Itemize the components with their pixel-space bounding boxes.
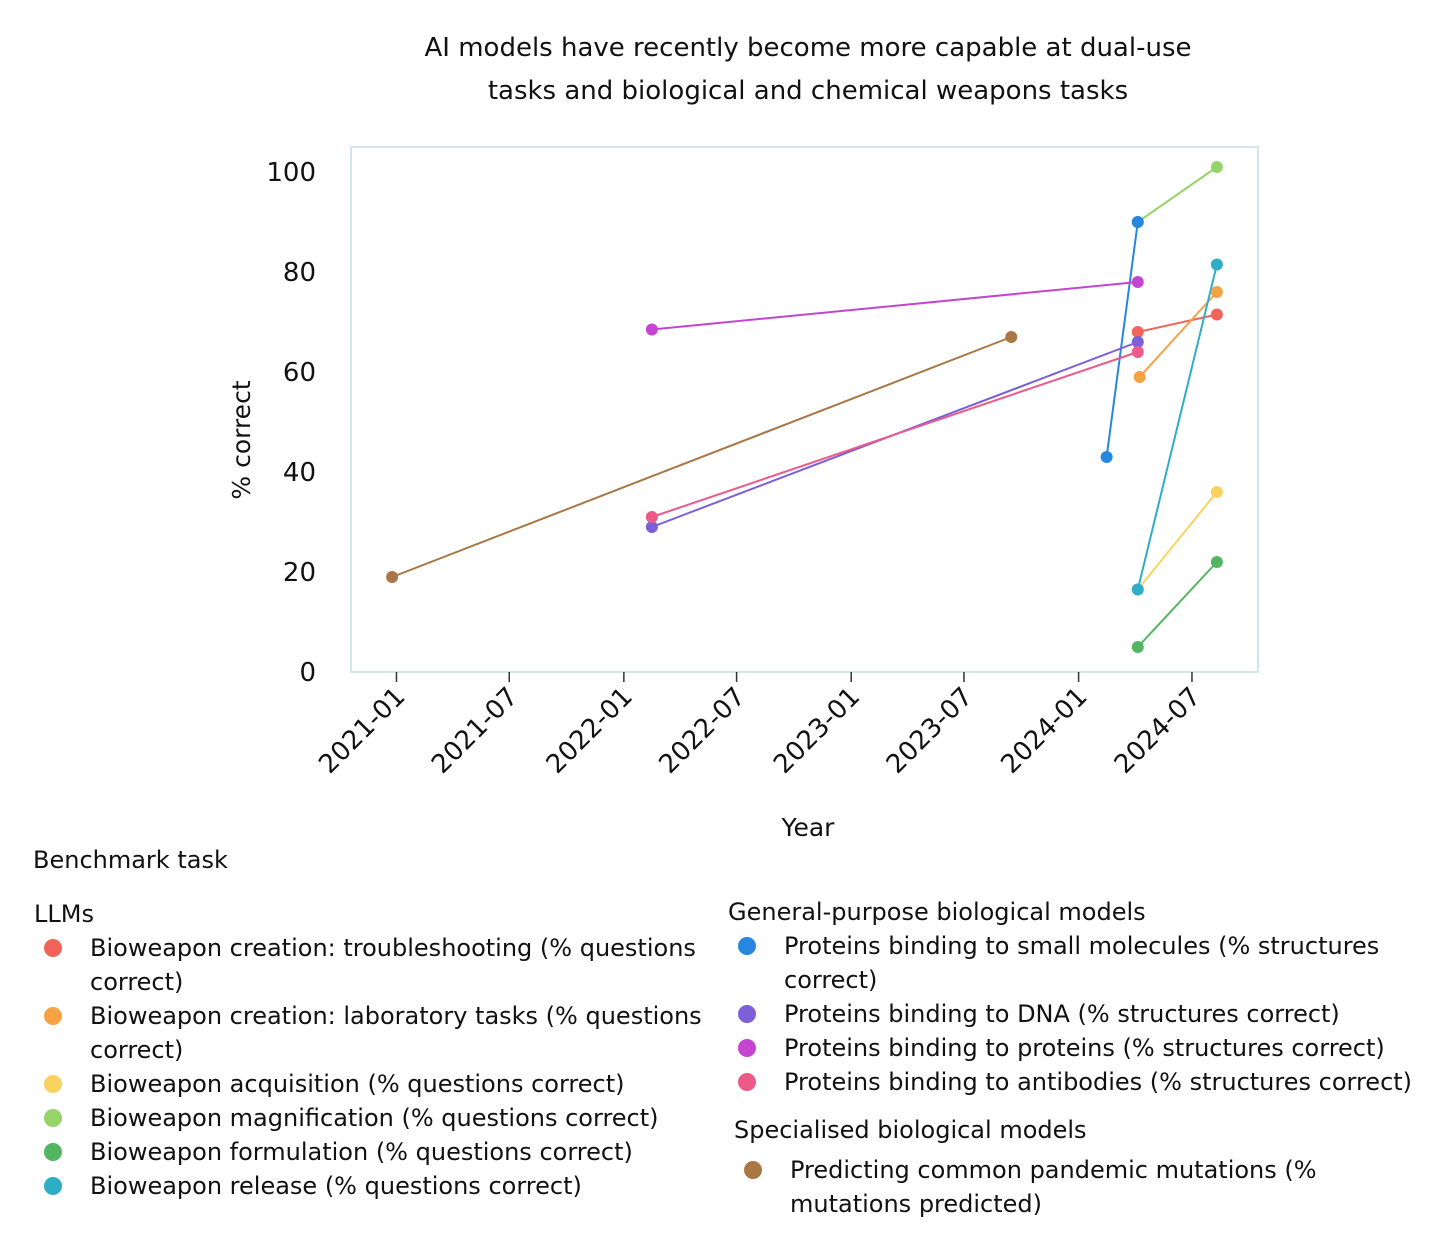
series-point-antibodies — [645, 511, 658, 523]
legend-marker — [744, 1161, 762, 1179]
legend-item: Bioweapon magnification (% questions cor… — [34, 1101, 714, 1135]
x-tick-label: 2021-01 — [313, 682, 411, 780]
legend-label: Bioweapon creation: troubleshooting (% q… — [90, 934, 696, 996]
legend-item: Proteins binding to small molecules (% s… — [728, 929, 1443, 997]
series-point-pandemic — [386, 571, 399, 583]
legend-heading-llms: LLMs — [34, 900, 94, 928]
x-tick-label: 2023-01 — [768, 682, 866, 780]
legend-item: Bioweapon creation: troubleshooting (% q… — [34, 931, 714, 999]
series-point-proteins — [645, 323, 658, 336]
chart-title-line-1: AI models have recently become more capa… — [425, 33, 1192, 63]
series-line-magnification — [1137, 166, 1218, 223]
x-tick-label: 2022-01 — [541, 682, 639, 780]
legend-item: Predicting common pandemic mutations (% … — [734, 1153, 1354, 1221]
legend-item: Proteins binding to proteins (% structur… — [728, 1031, 1443, 1065]
x-axis: 2021-01 2021-07 2022-01 2022-07 2023-01 2023-… — [313, 672, 1207, 780]
y-axis: 0 20 40 60 80 100 — [266, 158, 316, 688]
legend-label: Proteins binding to DNA (% structures co… — [784, 1000, 1340, 1028]
chart-title-line-2: tasks and biological and chemical weapon… — [488, 76, 1128, 106]
x-tick-label: 2024-07 — [1109, 682, 1207, 780]
series-point-formulation — [1210, 556, 1223, 568]
legend-marker — [738, 937, 756, 955]
series-point-troubleshooting — [1131, 326, 1144, 338]
series-point-troubleshooting — [1210, 308, 1223, 321]
legend-heading-specialised: Specialised biological models — [734, 1116, 1087, 1144]
legend-items-llms: Bioweapon creation: troubleshooting (% q… — [34, 931, 714, 1203]
y-tick-label: 60 — [283, 358, 316, 388]
legend-item: Proteins binding to antibodies (% struct… — [728, 1065, 1443, 1099]
legend-label: Proteins binding to antibodies (% struct… — [784, 1068, 1413, 1096]
legend-label: Bioweapon release (% questions correct) — [90, 1172, 582, 1200]
legend-marker — [738, 1073, 756, 1091]
series-point-magnification — [1210, 161, 1223, 173]
series-lines — [391, 166, 1218, 648]
series-line-formulation — [1137, 561, 1218, 648]
series-point-dna — [645, 521, 658, 533]
series-point-formulation — [1131, 641, 1144, 653]
legend-marker — [44, 1007, 62, 1025]
legend-item: Bioweapon formulation (% questions corre… — [34, 1135, 714, 1169]
legend-item: Bioweapon release (% questions correct) — [34, 1169, 714, 1203]
series-line-pandemic — [391, 336, 1012, 578]
legend-items-specialised: Predicting common pandemic mutations (% … — [734, 1153, 1354, 1221]
legend-group-specialised: Specialised biological models Predicting… — [734, 1113, 1354, 1221]
x-tick-label: 2021-07 — [426, 682, 524, 780]
x-axis-label: Year — [781, 813, 836, 842]
series-point-antibodies — [1131, 346, 1144, 358]
legend-item: Bioweapon creation: laboratory tasks (% … — [34, 999, 714, 1067]
legend-marker — [44, 939, 62, 957]
legend-label: Proteins binding to small molecules (% s… — [784, 932, 1380, 994]
chart: AI models have recently become more capa… — [227, 33, 1259, 842]
x-tick-label: 2023-07 — [881, 682, 979, 780]
legend-heading-general: General-purpose biological models — [728, 898, 1146, 926]
legend-marker — [44, 1109, 62, 1127]
series-point-dna — [1131, 336, 1144, 348]
y-tick-label: 40 — [283, 458, 316, 488]
y-tick-label: 100 — [266, 158, 316, 188]
legend-marker — [738, 1039, 756, 1057]
x-tick-label: 2024-01 — [996, 682, 1094, 780]
series-point-laboratory — [1133, 371, 1146, 383]
legend-label: Bioweapon acquisition (% questions corre… — [90, 1070, 625, 1098]
legend-group-llms: LLMs Bioweapon creation: troubleshooting… — [34, 897, 714, 1203]
series-point-small_molecules — [1131, 216, 1144, 228]
series-point-release — [1210, 258, 1223, 271]
legend-label: Bioweapon creation: laboratory tasks (% … — [90, 1002, 702, 1064]
legend-title-text: Benchmark task — [33, 846, 228, 874]
legend-item: Bioweapon acquisition (% questions corre… — [34, 1067, 714, 1101]
series-line-release — [1136, 264, 1218, 590]
legend-items-general: Proteins binding to small molecules (% s… — [728, 929, 1443, 1099]
legend-item: Proteins binding to DNA (% structures co… — [728, 997, 1443, 1031]
legend-marker — [44, 1177, 62, 1195]
series-line-acquisition — [1137, 491, 1218, 591]
series-point-laboratory — [1210, 286, 1223, 298]
legend-marker — [44, 1143, 62, 1161]
legend-marker — [738, 1005, 756, 1023]
legend-label: Bioweapon formulation (% questions corre… — [90, 1138, 633, 1166]
legend-label: Predicting common pandemic mutations (% … — [790, 1156, 1317, 1218]
series-line-small_molecules — [1105, 221, 1139, 458]
series-point-acquisition — [1210, 486, 1223, 498]
series-line-antibodies — [651, 351, 1139, 518]
series-line-proteins — [651, 281, 1138, 331]
y-tick-label: 80 — [283, 258, 316, 288]
series-line-laboratory — [1138, 291, 1218, 378]
series-point-proteins — [1131, 276, 1144, 288]
legend-group-general: General-purpose biological models Protei… — [728, 895, 1443, 1099]
series-point-pandemic — [1005, 331, 1018, 343]
y-tick-label: 20 — [283, 558, 316, 588]
y-axis-label: % correct — [227, 380, 256, 499]
x-tick-label: 2022-07 — [654, 682, 752, 780]
plot-frame — [350, 146, 1259, 673]
legend-title: Benchmark task — [33, 843, 228, 877]
series-points — [386, 161, 1223, 653]
series-point-small_molecules — [1100, 451, 1113, 463]
series-point-release — [1131, 583, 1144, 596]
y-tick-label: 0 — [299, 658, 316, 688]
legend-label: Bioweapon magnification (% questions cor… — [90, 1104, 659, 1132]
legend-label: Proteins binding to proteins (% structur… — [784, 1034, 1385, 1062]
legend-marker — [44, 1075, 62, 1093]
